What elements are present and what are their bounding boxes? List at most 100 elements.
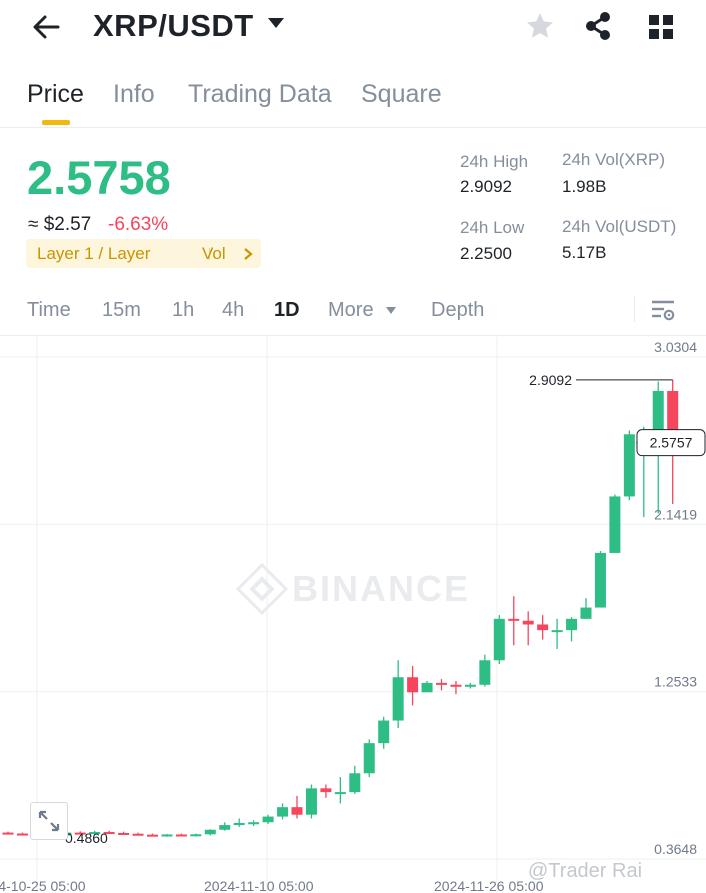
candle-body — [204, 829, 216, 835]
usd-price: ≈ $2.57 — [28, 214, 92, 235]
candle-body — [161, 834, 173, 837]
candle-body — [537, 624, 549, 631]
tf-15m[interactable]: 15m — [102, 299, 141, 321]
low-value: 2.2500 — [460, 244, 512, 263]
chart-settings-icon[interactable] — [650, 298, 676, 324]
tab-trading-data[interactable]: Trading Data — [188, 80, 332, 108]
candle-body — [190, 834, 202, 837]
binance-watermark-text: BINANCE — [292, 568, 470, 609]
y-tick-label: 0.3648 — [654, 841, 697, 857]
tag-divider — [209, 248, 210, 260]
low-marker-label: 0.4860 — [65, 830, 108, 846]
candle-body — [580, 607, 592, 619]
grid-icon[interactable] — [646, 12, 676, 42]
candlestick-chart[interactable]: BINANCE 2.9092 0.4860 2.5757 3.0304 2.1419 1… — [0, 337, 706, 893]
binance-watermark: BINANCE — [235, 562, 470, 616]
vol-quote-value: 5.17B — [562, 243, 607, 262]
tab-info[interactable]: Info — [113, 80, 155, 108]
vol-base-label: 24h Vol(XRP) — [562, 150, 665, 169]
vol-base-value: 1.98B — [562, 177, 607, 196]
candle-body — [551, 630, 563, 633]
caret-down-icon[interactable] — [266, 16, 286, 30]
tab-square[interactable]: Square — [361, 80, 442, 108]
candle-body — [363, 743, 375, 774]
tf-time[interactable]: Time — [27, 299, 71, 321]
candle-body — [407, 677, 419, 693]
top-bar: XRP/USDT — [0, 0, 706, 56]
tag-sector[interactable]: Layer 1 / Layer — [37, 244, 151, 263]
candles — [2, 379, 679, 837]
toolbar-divider — [634, 296, 635, 322]
binance-logo-icon — [235, 562, 289, 616]
price-markers: 2.9092 0.4860 2.5757 — [51, 372, 706, 846]
candle-body — [421, 682, 433, 693]
y-tick-label: 1.2533 — [654, 674, 697, 690]
tab-price[interactable]: Price — [27, 80, 84, 108]
candle-body — [2, 832, 14, 835]
candle-body — [349, 773, 361, 793]
candle-body — [233, 822, 245, 826]
candle-body — [277, 807, 289, 817]
y-tick-label: 2.1419 — [654, 506, 697, 522]
x-tick-label: 2024-11-26 05:00 — [434, 878, 544, 893]
candle-body — [392, 677, 404, 721]
candle-body — [522, 620, 534, 625]
candle-body — [667, 390, 679, 443]
candle-body — [291, 807, 303, 815]
candle-body — [320, 788, 332, 793]
share-icon[interactable] — [582, 10, 614, 42]
caret-down-icon[interactable] — [385, 306, 397, 316]
tag-bar[interactable]: Layer 1 / Layer Vol — [26, 239, 261, 268]
star-icon[interactable] — [524, 10, 556, 42]
tag-vol[interactable]: Vol — [202, 244, 226, 263]
tf-more[interactable]: More — [328, 299, 374, 321]
candle-body — [450, 684, 462, 687]
high-marker-label: 2.9092 — [529, 372, 572, 388]
tf-1h[interactable]: 1h — [172, 299, 195, 321]
candle-body — [652, 390, 664, 435]
source-watermark: @Trader Rai — [528, 860, 643, 882]
high-label: 24h High — [460, 152, 529, 171]
candle-body — [147, 834, 158, 837]
expand-icon — [38, 810, 60, 832]
candle-body — [493, 618, 505, 661]
timeframe-bar: Time 15m 1h 4h 1D More Depth — [0, 292, 706, 336]
back-arrow-icon[interactable] — [30, 12, 62, 42]
candle-body — [132, 833, 144, 836]
candle-body — [89, 832, 101, 835]
high-value: 2.9092 — [460, 177, 512, 196]
current-price-box — [636, 429, 706, 457]
active-tab-indicator — [42, 120, 70, 125]
pair-title[interactable]: XRP/USDT — [93, 8, 254, 43]
candle-body — [16, 833, 28, 836]
candle-body — [219, 825, 231, 830]
candle-body — [103, 832, 115, 835]
candle-body — [118, 832, 130, 835]
main-tabs: Price Info Trading Data Square — [0, 60, 706, 128]
price-change: -6.63% — [108, 214, 169, 235]
last-price: 2.5758 — [27, 151, 171, 204]
low-label: 24h Low — [460, 218, 525, 237]
axis-labels: 3.0304 2.1419 1.2533 0.3648 2024-10-25 05:00… — [0, 339, 697, 893]
candle-body — [175, 834, 187, 837]
vol-quote-label: 24h Vol(USDT) — [562, 217, 677, 236]
expand-chart-button[interactable] — [30, 802, 68, 840]
chart-grid — [0, 337, 706, 893]
candle-body — [305, 788, 317, 815]
current-price-label: 2.5757 — [650, 435, 693, 451]
candle-body — [334, 792, 346, 795]
candle-body — [436, 682, 447, 685]
candle-body — [479, 660, 491, 685]
candle-body — [508, 618, 520, 621]
candle-body — [74, 832, 86, 835]
chevron-right-icon[interactable] — [242, 246, 254, 262]
tf-depth[interactable]: Depth — [431, 299, 485, 321]
candle-body — [464, 684, 476, 687]
tf-1d[interactable]: 1D — [274, 299, 300, 321]
tf-4h[interactable]: 4h — [222, 299, 245, 321]
price-chart[interactable]: BINANCE 2.9092 0.4860 2.5757 3.0304 2.1419 1… — [0, 337, 706, 893]
candle-body — [262, 816, 274, 823]
x-tick-label: 2024-10-25 05:00 — [0, 878, 86, 893]
candle-body — [378, 720, 390, 744]
candle-body — [248, 822, 260, 825]
